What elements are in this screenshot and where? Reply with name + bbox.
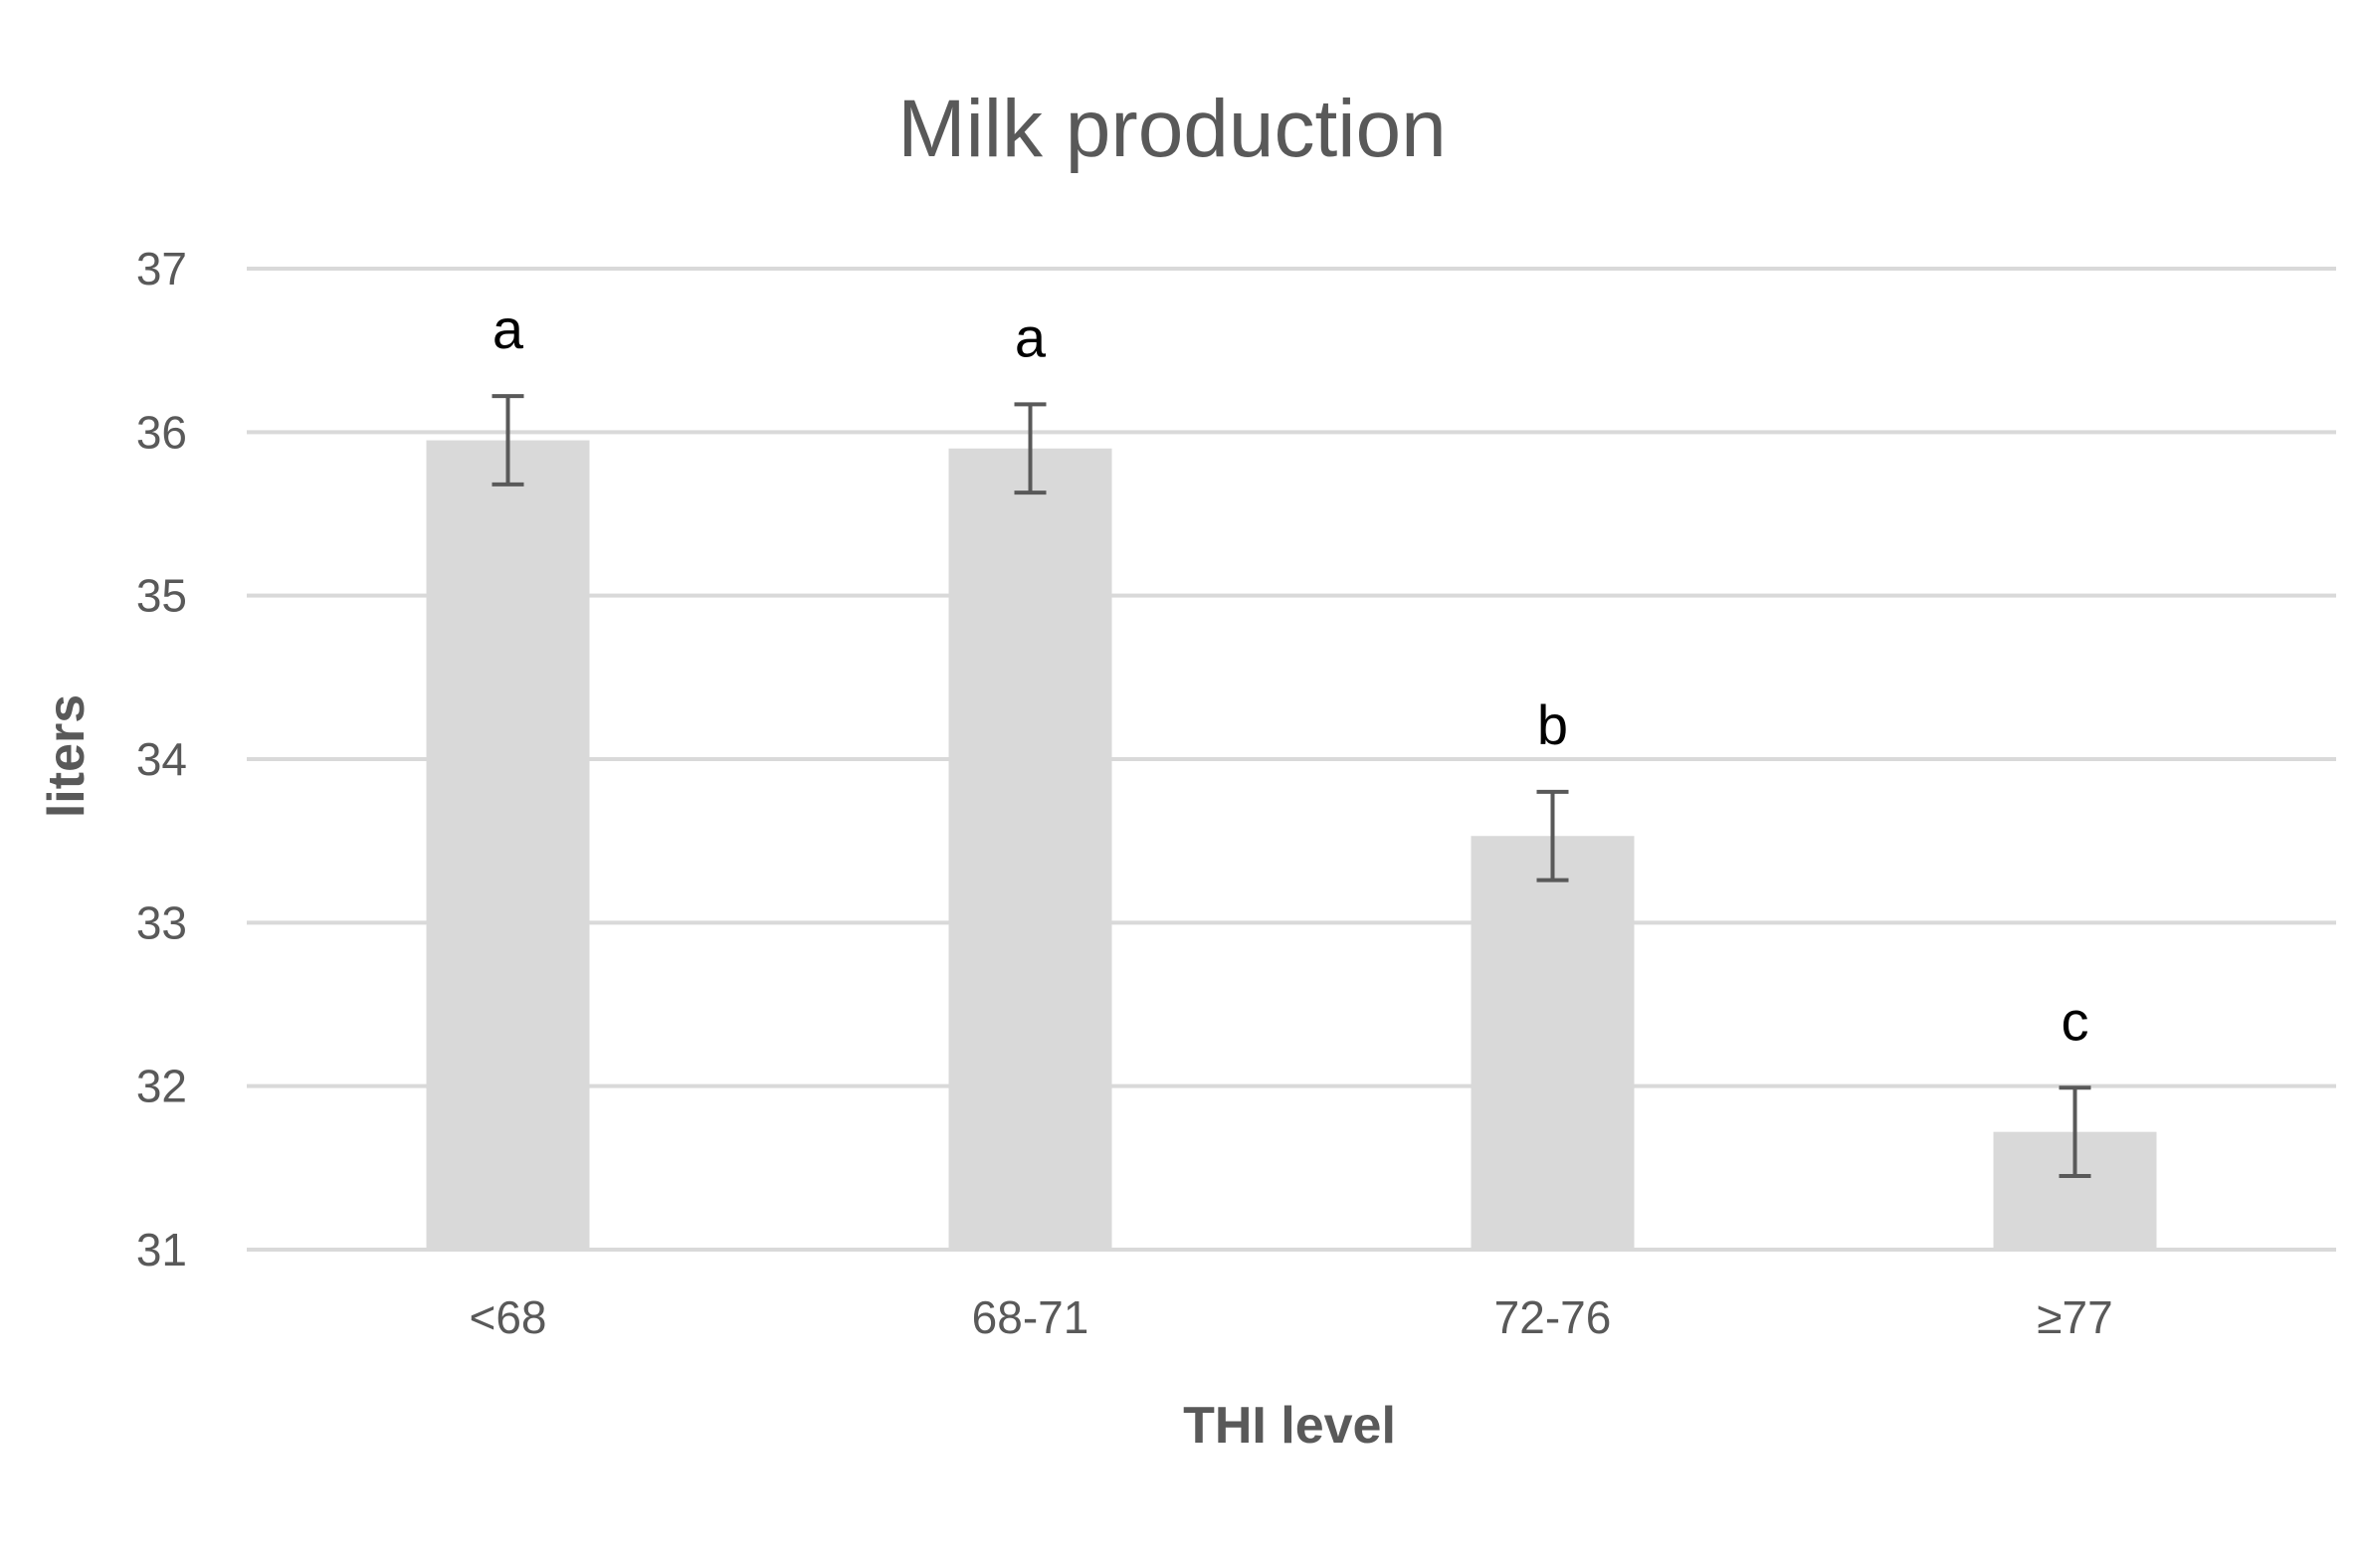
y-tick-label-1: 32 [136, 1061, 187, 1112]
y-axis-ticks: 31 32 33 34 35 36 37 [136, 243, 187, 1275]
significance-label-3: c [2062, 989, 2089, 1052]
significance-label-0: a [492, 297, 524, 360]
gridlines [247, 267, 2336, 1252]
significance-labels: a a b c [492, 297, 2089, 1052]
bar-1 [948, 448, 1112, 1250]
bars [426, 440, 2157, 1250]
y-axis-label: liters [38, 694, 96, 818]
y-tick-label-4: 35 [136, 570, 187, 622]
x-axis-label: THI level [1183, 1397, 1396, 1455]
x-tick-label-1: 68-71 [972, 1291, 1089, 1343]
error-bar-3 [2059, 1085, 2091, 1179]
y-tick-label-5: 36 [136, 406, 187, 458]
significance-label-2: b [1537, 693, 1568, 756]
bar-2 [1471, 836, 1635, 1250]
y-tick-label-0: 31 [136, 1224, 187, 1275]
bar-0 [426, 440, 590, 1250]
x-tick-label-3: ≥77 [2037, 1291, 2112, 1343]
x-tick-label-0: <68 [469, 1291, 546, 1343]
y-tick-label-6: 37 [136, 243, 187, 294]
error-bar-2 [1536, 789, 1569, 882]
significance-label-1: a [1015, 305, 1047, 368]
error-bars [492, 394, 2091, 1179]
error-bar-0 [492, 394, 524, 487]
x-tick-label-2: 72-76 [1494, 1291, 1612, 1343]
error-bar-1 [1014, 402, 1047, 495]
y-tick-label-2: 33 [136, 896, 187, 948]
y-tick-label-3: 34 [136, 733, 187, 785]
x-axis-ticks: <68 68-71 72-76 ≥77 [469, 1291, 2112, 1343]
chart-title: Milk production [897, 84, 1446, 174]
